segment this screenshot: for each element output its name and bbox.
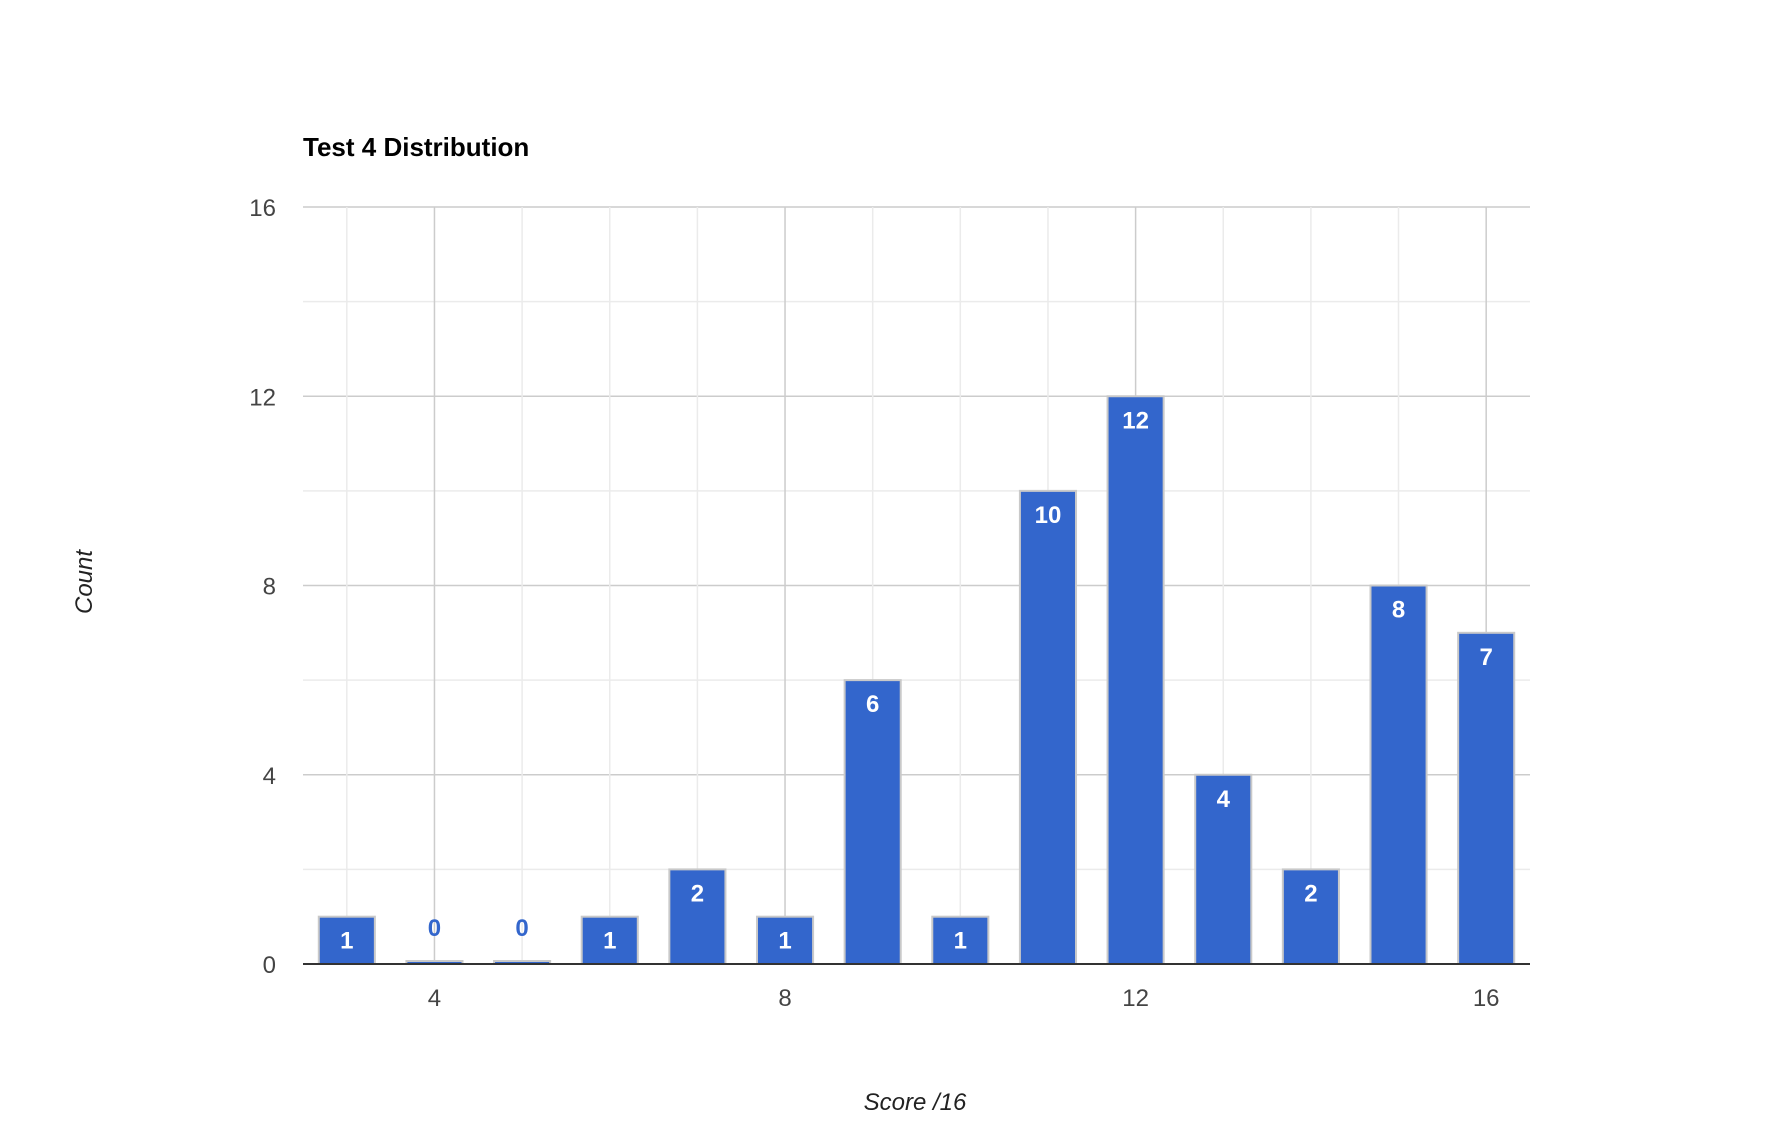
y-tick-label: 4	[263, 763, 276, 790]
y-tick-label: 0	[263, 952, 276, 979]
y-axis-title: Count	[71, 549, 98, 614]
data-label: 8	[1392, 597, 1405, 624]
bar	[1106, 395, 1165, 965]
grid	[303, 206, 1530, 964]
bar	[580, 915, 639, 965]
data-label: 10	[1035, 502, 1062, 529]
data-label: 0	[515, 915, 528, 942]
data-label: 2	[1304, 880, 1317, 907]
y-tick-label: 12	[249, 384, 276, 411]
data-label: 1	[340, 928, 353, 955]
data-label: 6	[866, 691, 879, 718]
data-label: 2	[691, 880, 704, 907]
x-axis-title: Score /16	[864, 1089, 967, 1116]
bar	[668, 868, 727, 965]
bar	[1457, 631, 1516, 965]
data-label: 1	[603, 928, 616, 955]
bar	[1369, 584, 1428, 965]
x-tick-label: 8	[778, 985, 791, 1012]
bar	[931, 915, 990, 965]
bar	[1281, 868, 1340, 965]
data-label: 4	[1217, 786, 1231, 813]
chart-title: Test 4 Distribution	[303, 132, 529, 162]
bar	[1018, 489, 1078, 965]
x-tick-label: 12	[1122, 985, 1149, 1012]
x-tick-label: 4	[428, 985, 441, 1012]
data-label: 1	[954, 928, 967, 955]
data-label: 7	[1479, 644, 1492, 671]
data-label: 1	[778, 928, 791, 955]
bar	[843, 679, 902, 965]
y-tick-label: 8	[263, 574, 276, 601]
bars	[317, 395, 1516, 965]
bar	[755, 915, 815, 965]
data-label: 12	[1122, 407, 1149, 434]
data-label: 0	[428, 915, 441, 942]
x-tick-label: 16	[1473, 985, 1500, 1012]
y-tick-label: 16	[249, 195, 276, 222]
